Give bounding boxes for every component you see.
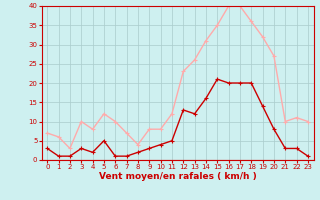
X-axis label: Vent moyen/en rafales ( km/h ): Vent moyen/en rafales ( km/h ) [99,172,256,181]
